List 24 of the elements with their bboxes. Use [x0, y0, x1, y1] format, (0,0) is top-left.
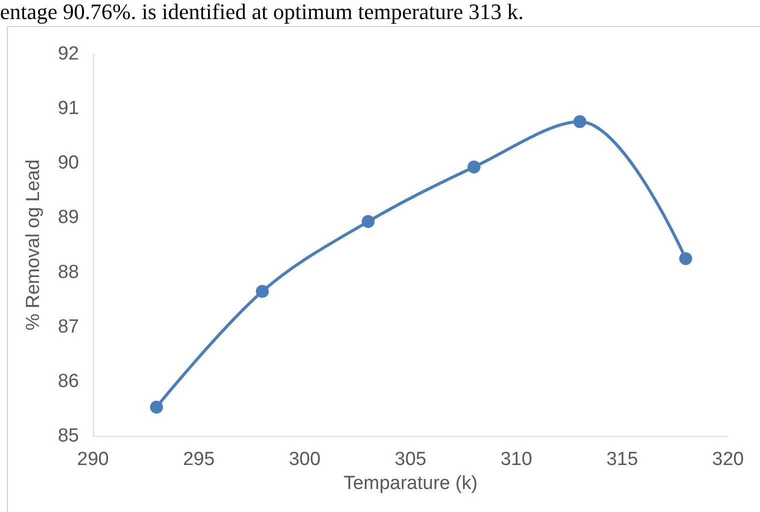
point — [468, 160, 480, 174]
y-tick-label: 86 — [58, 370, 79, 392]
y-tick-label: 89 — [58, 207, 79, 228]
point — [150, 400, 163, 414]
point — [573, 115, 586, 128]
x-tick-label: 310 — [500, 449, 532, 470]
text: entage 90.76%. is identified at optimum temperature 313 k. — [0, 0, 525, 24]
point — [256, 284, 269, 298]
y-tick-label: 85 — [58, 426, 79, 446]
y-axis-title: % Removal og Lead — [23, 159, 44, 331]
x-tick-label: 305 — [394, 449, 426, 470]
y-tick-label: 92 — [58, 44, 79, 64]
x-tick-label: 290 — [77, 449, 109, 470]
point — [362, 215, 375, 228]
y-tick-label: 91 — [58, 98, 79, 120]
y-tick-label: 88 — [58, 262, 79, 283]
x-tick-label: 300 — [288, 449, 321, 470]
x-tick-label: 295 — [182, 449, 215, 470]
point — [679, 252, 692, 266]
x-axis-title: Temparature (k) — [343, 472, 478, 494]
x-tick-label: 320 — [712, 449, 744, 470]
y-tick-label: 90 — [58, 152, 79, 174]
x-tick-label: 315 — [606, 449, 638, 470]
y-tick-label: 87 — [58, 316, 79, 338]
